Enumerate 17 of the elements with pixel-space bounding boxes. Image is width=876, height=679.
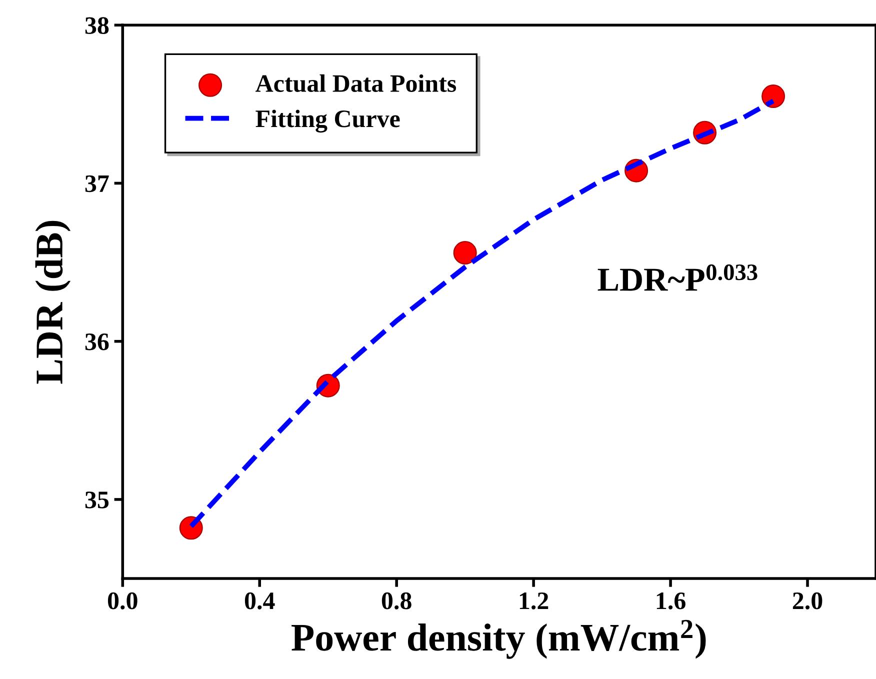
y-tick-label: 37 [85,175,109,192]
x-tick-label: 1.2 [520,592,548,610]
text: 0.0 [108,592,138,610]
point [762,84,786,108]
point [453,241,477,265]
x-tick-label: 1.6 [656,592,686,610]
y-tick-label: 38 [85,17,109,34]
y-axis-title: LDR (dB) [35,220,71,384]
x-axis-title: Power density (mW/cm$^{2}$) [292,620,706,659]
legend-label: Actual Data Points [256,74,456,92]
annotation: LDR~P$^{0.033}$ [598,264,758,291]
legend-label: Fitting Curve [256,110,400,133]
y-tick-label: 36 [85,333,109,350]
x-tick-label: 0.4 [244,592,275,610]
text: 2.0 [792,592,822,610]
x-tick-label: 0.8 [382,592,412,610]
y-tick-label: 35 [85,492,109,508]
